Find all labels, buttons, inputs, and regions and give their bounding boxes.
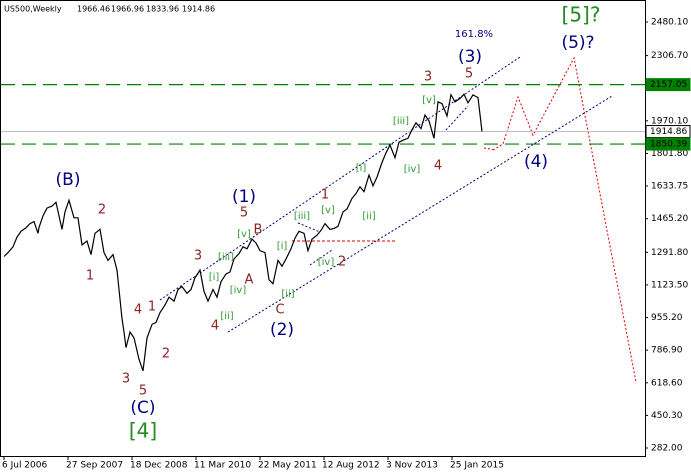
x-tick-label: 6 Jul 2006 — [2, 461, 47, 471]
wave-label: (1) — [232, 187, 256, 207]
symbol-label: US500,Weekly — [4, 5, 62, 14]
y-tick-label: 1801.80 — [651, 149, 688, 159]
wave-label: [v] — [321, 205, 335, 216]
wave-label: [v] — [422, 95, 436, 106]
wave-label: 2 — [338, 255, 346, 270]
y-tick-label: 450.30 — [651, 411, 683, 421]
y-tick-label: 1465.20 — [651, 214, 688, 224]
wave-line — [309, 249, 333, 266]
price-level-label: 2157.05 — [650, 80, 687, 90]
wave-label: [iii] — [393, 116, 409, 127]
channel-lower — [227, 95, 613, 333]
x-tick-label: 3 Nov 2013 — [386, 461, 438, 471]
price-level-label: 1850.39 — [650, 140, 687, 150]
wave-label: (B) — [56, 170, 81, 190]
channel-lines — [159, 56, 613, 333]
x-tick-label: 12 Aug 2012 — [322, 461, 380, 471]
price-level-label: 1914.86 — [650, 127, 687, 137]
y-tick-label: 618.60 — [651, 378, 683, 388]
wave-label: [i] — [277, 241, 288, 252]
x-tick-label: 25 Jan 2015 — [450, 461, 504, 471]
wave-label: A — [245, 273, 254, 288]
wave-label: [i] — [209, 272, 220, 283]
y-tick-label: 1291.80 — [651, 248, 688, 258]
wave-label: (5)? — [561, 33, 594, 53]
wave-label: [v] — [237, 229, 251, 240]
y-tick-label: 955.20 — [651, 313, 683, 323]
wave-label: 2 — [162, 347, 170, 362]
wave-label: [iv] — [318, 257, 335, 268]
wave-label: 4 — [211, 319, 219, 334]
wave-label: [iii] — [218, 252, 234, 263]
x-tick-label: 27 Sep 2007 — [66, 461, 123, 471]
ohlc-value: 1966.46 — [77, 5, 110, 14]
y-tick-label: 2480.10 — [651, 18, 688, 28]
wave-line — [445, 105, 469, 131]
wave-label: (3) — [458, 47, 482, 67]
wave-label: [4] — [129, 419, 157, 443]
y-tick-label: 1970.10 — [651, 116, 688, 126]
channel-upper — [159, 56, 521, 301]
wave-label: 5 — [139, 384, 147, 399]
y-tick-label: 1123.50 — [651, 280, 688, 290]
ohlc-value: 1833.96 — [146, 5, 179, 14]
plot-frame — [0, 0, 646, 457]
wave-label: [ii] — [362, 211, 375, 222]
y-tick-label: 1633.75 — [651, 182, 688, 192]
x-tick-label: 22 May 2011 — [258, 461, 317, 471]
wave-label: 3 — [122, 372, 130, 387]
wave-label: [ii] — [281, 289, 294, 300]
wave-label: B — [254, 223, 263, 238]
price-line — [3, 92, 483, 372]
wave-label: [ii] — [220, 311, 233, 322]
ohlc-value: 1966.96 — [111, 5, 144, 14]
wave-label: [iv] — [230, 285, 247, 296]
wave-label: 5 — [240, 206, 248, 221]
wave-label: 4 — [134, 303, 142, 318]
wave-label: (4) — [524, 152, 548, 172]
wave-label: (C) — [130, 398, 155, 418]
price-level-tag — [645, 78, 691, 92]
ohlc-values: 1966.46 1966.96 1833.96 1914.86 — [77, 5, 215, 14]
wave-label: (2) — [270, 320, 294, 340]
wave-label: 161.8% — [455, 29, 493, 40]
x-tick-label: 11 Mar 2010 — [194, 461, 251, 471]
wave-label: 3 — [194, 249, 202, 264]
wave-label: 3 — [424, 70, 432, 85]
wave-label: C — [275, 303, 284, 318]
wave-label: 5 — [465, 67, 473, 82]
wave-label: 1 — [148, 300, 156, 315]
price-level-tag — [645, 137, 691, 151]
wave-label: 1 — [86, 269, 94, 284]
x-tick-label: 18 Dec 2008 — [130, 461, 188, 471]
wave-label: [5]? — [562, 3, 601, 27]
y-tick-label: 2306.70 — [651, 51, 688, 61]
wave-label: 4 — [434, 159, 442, 174]
projection-path — [492, 56, 637, 383]
wave-label: [i] — [356, 163, 367, 174]
wave-label: [iv] — [404, 164, 421, 175]
wave-label: [iii] — [294, 211, 310, 222]
y-tick-label: 282.00 — [651, 444, 683, 454]
y-tick-label: 786.90 — [651, 346, 683, 356]
wave-label: 2 — [98, 203, 106, 218]
ohlc-value: 1914.86 — [182, 5, 215, 14]
wave-label: 1 — [321, 188, 329, 203]
